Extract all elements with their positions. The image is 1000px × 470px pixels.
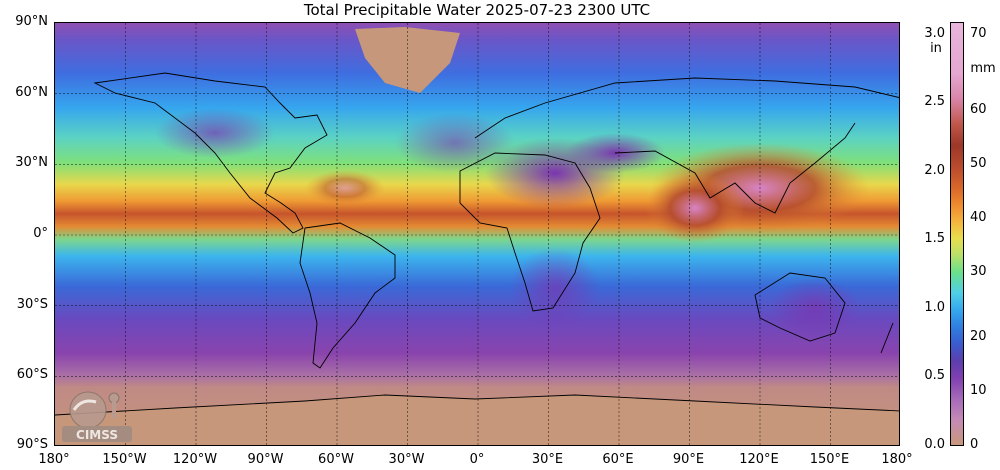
- colorbar-mm-tick: 40: [970, 210, 987, 225]
- lat-label: 90°N: [15, 14, 48, 29]
- lon-label: 0°: [469, 452, 485, 467]
- australia-coast: [754, 272, 846, 342]
- cimss-logo: CIMSS: [60, 388, 136, 444]
- new-zealand-coast: [880, 322, 894, 354]
- africa-coast: [459, 152, 601, 312]
- colorbar-unit-inches: in: [930, 41, 942, 56]
- tpw-map: [54, 22, 900, 446]
- eurasia-coast: [474, 77, 899, 214]
- colorbar-mm-tick: 20: [970, 329, 987, 344]
- colorbar-mm-tick: 0: [970, 437, 979, 452]
- colorbar-inch-tick: 1.0: [924, 300, 945, 315]
- colorbar-mm-tick: 50: [970, 156, 987, 171]
- lat-label: 30°N: [15, 155, 48, 170]
- lon-label: 150°W: [102, 452, 147, 467]
- antarctica-coast: [55, 394, 899, 416]
- lon-label: 120°W: [172, 452, 218, 467]
- colorbar-inch-tick: 0.5: [924, 368, 945, 383]
- lon-label: 30°W: [388, 452, 425, 467]
- lon-label: 180°: [38, 452, 70, 467]
- lon-label: 180°: [881, 452, 913, 467]
- colorbar-mm-tick: 10: [970, 383, 987, 398]
- lon-label: 60°E: [602, 452, 634, 467]
- graticule: [55, 23, 899, 445]
- north-america-coast: [93, 72, 328, 234]
- south-america-coast: [299, 222, 396, 369]
- colorbar-unit-mm: mm: [970, 61, 996, 76]
- colorbar-inch-tick: 2.0: [924, 163, 945, 178]
- antarctica: [55, 395, 899, 445]
- lon-label: 60°W: [318, 452, 354, 467]
- lon-label: 120°E: [739, 452, 779, 467]
- lon-label: 90°E: [672, 452, 705, 467]
- lat-label: 30°S: [16, 297, 48, 312]
- cimss-logo-text: CIMSS: [76, 428, 118, 442]
- colorbar-inch-tick: 3.0: [924, 26, 945, 41]
- colorbar-mm-tick: 30: [970, 264, 987, 279]
- colorbar-inch-tick: 2.5: [924, 94, 945, 109]
- map-title: Total Precipitable Water 2025-07-23 2300…: [303, 1, 651, 19]
- tpw-field: [55, 23, 899, 445]
- colorbar: [950, 22, 964, 446]
- colorbar-mm-tick: 70: [970, 26, 987, 41]
- lat-label: 90°S: [16, 437, 48, 452]
- lat-label: 60°S: [16, 367, 48, 382]
- colorbar-inch-tick: 0.0: [924, 437, 945, 452]
- lon-label: 30°E: [531, 452, 564, 467]
- colorbar-inch-tick: 1.5: [924, 231, 945, 246]
- lon-label: 150°E: [809, 452, 850, 467]
- lon-label: 90°W: [247, 452, 284, 467]
- lat-label: 60°N: [15, 85, 48, 100]
- lat-label: 0°: [33, 226, 48, 241]
- colorbar-mm-tick: 60: [970, 102, 987, 117]
